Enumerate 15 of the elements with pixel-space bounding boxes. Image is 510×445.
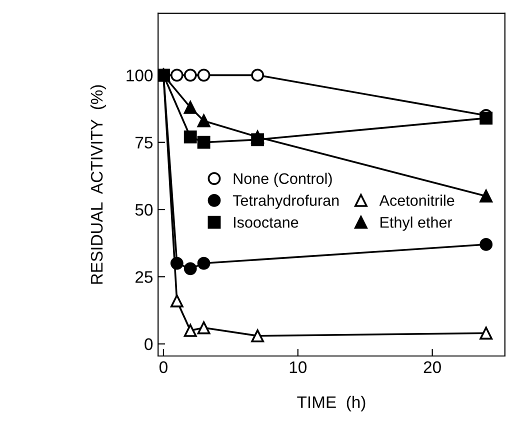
- legend-label: Tetrahydrofuran: [232, 194, 339, 209]
- legend-label: Isooctane: [234, 217, 298, 228]
- y-tick-label: 75: [136, 136, 153, 149]
- x-tick-label: 10: [290, 361, 307, 374]
- y-tick-label: 25: [136, 271, 153, 283]
- legend-label: Acetonitrile: [379, 194, 454, 206]
- legend-label: None (Control): [234, 172, 332, 188]
- y-axis-title: RESIDUAL ACTIVITY (%): [90, 85, 106, 284]
- x-tick-label: 20: [424, 361, 441, 374]
- x-axis-title: TIME (h): [297, 396, 366, 412]
- x-tick-label: 0: [159, 361, 168, 374]
- legend-label: Ethyl ether: [380, 216, 452, 231]
- y-tick-label: 0: [144, 338, 153, 350]
- y-tick-label: 50: [135, 204, 153, 216]
- y-tick-label: 100: [126, 70, 153, 82]
